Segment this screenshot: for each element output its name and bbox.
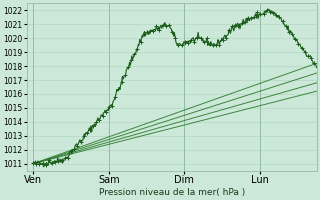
X-axis label: Pression niveau de la mer( hPa ): Pression niveau de la mer( hPa ) [99, 188, 245, 197]
